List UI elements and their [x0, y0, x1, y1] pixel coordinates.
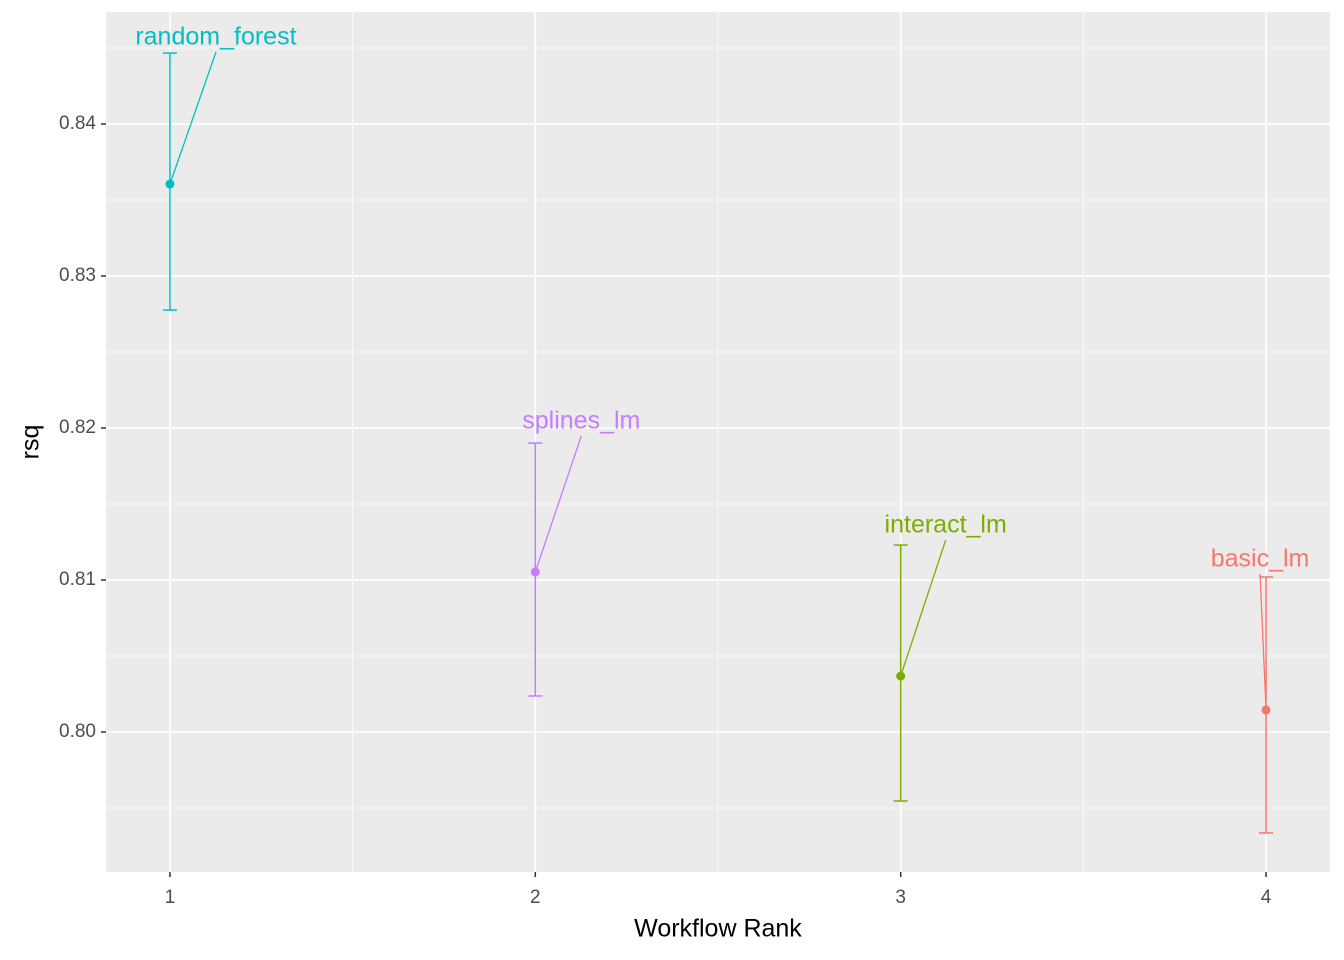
- x-axis-title: Workflow Rank: [634, 915, 802, 943]
- x-tick-label: 1: [165, 887, 176, 908]
- x-tick-label: 3: [895, 887, 906, 908]
- point: [165, 179, 175, 189]
- y-tick-label: 0.84: [59, 113, 96, 134]
- y-tick-label: 0.82: [59, 417, 96, 438]
- label-connector: [534, 435, 582, 573]
- series-label: basic_lm: [1211, 545, 1310, 573]
- y-axis-title: rsq: [17, 425, 45, 460]
- series-label: random_forest: [135, 23, 296, 51]
- label-connector: [900, 539, 947, 677]
- y-tick-label: 0.83: [59, 265, 96, 286]
- label-connector: [169, 51, 217, 185]
- y-tick-label: 0.80: [59, 721, 96, 742]
- x-tick-label: 2: [530, 887, 541, 908]
- label-connector: [1259, 573, 1267, 710]
- point: [1261, 705, 1271, 715]
- y-tick-label: 0.81: [59, 569, 96, 590]
- point: [530, 567, 540, 577]
- point: [896, 671, 906, 681]
- series-label: splines_lm: [522, 407, 640, 435]
- series-label: interact_lm: [885, 511, 1007, 539]
- x-tick-label: 4: [1261, 887, 1272, 908]
